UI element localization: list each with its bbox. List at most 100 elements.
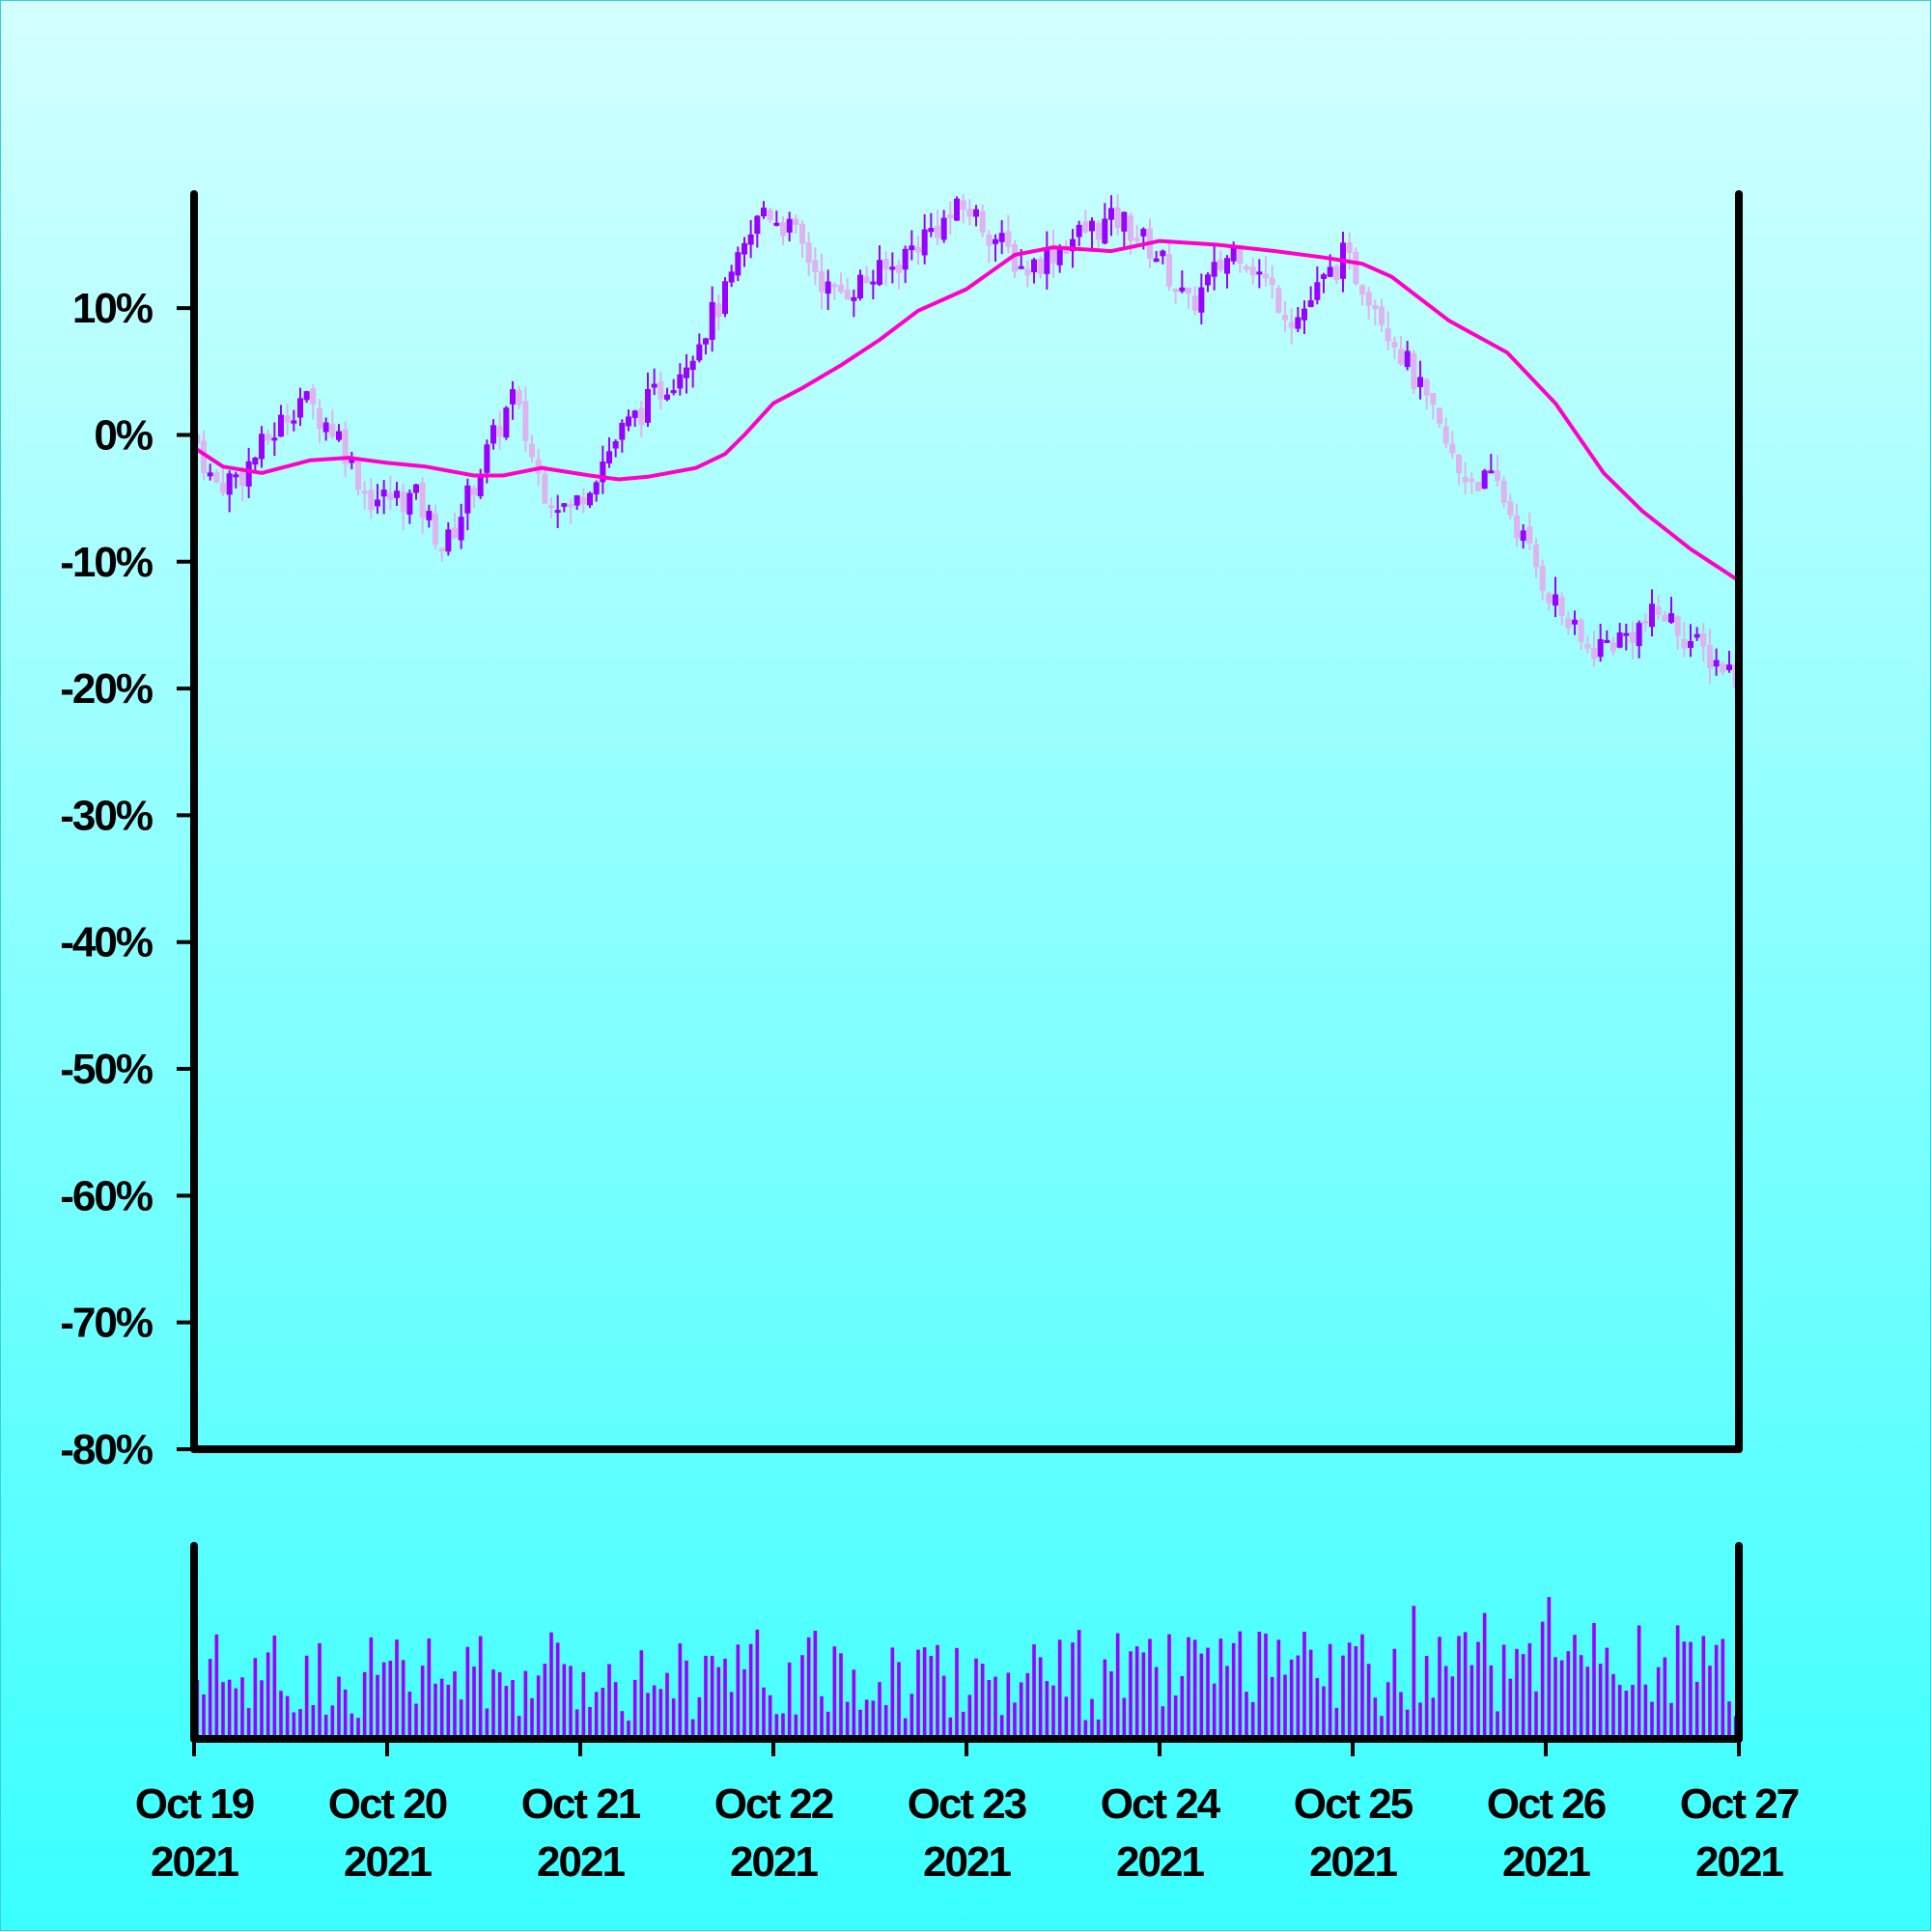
volume-bar	[1180, 1675, 1185, 1739]
volume-bar	[1308, 1649, 1313, 1739]
candle-body	[1520, 530, 1526, 542]
volume-bar	[929, 1656, 934, 1739]
volume-bar	[1418, 1702, 1422, 1739]
candle-body	[1526, 526, 1533, 544]
candle-body	[1160, 250, 1166, 257]
volume-bar	[376, 1674, 379, 1739]
volume-bar	[1373, 1697, 1378, 1739]
candle-body	[1623, 632, 1630, 636]
candle-body	[857, 274, 863, 298]
volume-bar	[497, 1671, 502, 1739]
candle-body	[1244, 266, 1249, 270]
candle-body	[1572, 619, 1578, 625]
volume-bar	[806, 1637, 811, 1739]
x-tick-label-date: Oct 25	[1294, 1780, 1413, 1828]
volume-bar	[543, 1664, 547, 1739]
x-tick-label-date: Oct 23	[908, 1780, 1026, 1828]
volume-bar	[369, 1637, 374, 1739]
volume-bar	[716, 1666, 721, 1739]
volume-bar	[665, 1672, 669, 1739]
volume-bar	[883, 1705, 888, 1739]
volume-bar	[1496, 1711, 1499, 1739]
volume-bar	[260, 1680, 264, 1739]
candle-body	[1327, 266, 1333, 277]
volume-bar	[1173, 1695, 1178, 1739]
candle-body	[1411, 353, 1417, 389]
volume-bar	[491, 1669, 495, 1739]
candle-body	[1442, 426, 1449, 444]
candle-body	[1321, 274, 1327, 279]
volume-bar	[279, 1691, 283, 1739]
candle-body	[471, 488, 477, 495]
candle-body	[703, 338, 709, 345]
candle-body	[645, 388, 651, 423]
candle-body	[921, 229, 928, 256]
volume-bar	[1598, 1664, 1603, 1739]
volume-bar	[1212, 1683, 1217, 1739]
x-tick-label-year: 2021	[1309, 1838, 1397, 1886]
candle-body	[993, 238, 998, 244]
candle-body	[1674, 616, 1681, 636]
axes: 10% 0% -10% -20% -30% -40% -50% -60% -70% -80% Oct…	[60, 190, 1801, 1886]
candle-body	[722, 281, 728, 315]
volume-bar	[304, 1655, 309, 1739]
volume-bar	[1566, 1651, 1571, 1739]
candle-body	[542, 473, 548, 504]
volume-bar	[1714, 1644, 1719, 1739]
candle-body	[1205, 274, 1211, 286]
x-tick-label-year: 2021	[1116, 1838, 1204, 1886]
candle-body	[1565, 617, 1572, 629]
candle-body	[310, 388, 317, 406]
x-tick-label-date: Oct 26	[1487, 1780, 1606, 1828]
volume-bar	[1559, 1660, 1564, 1739]
candle-body	[1108, 208, 1114, 220]
volume-bar	[530, 1697, 534, 1739]
volume-bar	[1547, 1597, 1552, 1739]
volume-bar	[1579, 1655, 1583, 1739]
volume-bar	[607, 1664, 611, 1739]
candle-body	[1346, 242, 1353, 254]
volume-bar	[1283, 1674, 1287, 1739]
candle-body	[1301, 308, 1307, 321]
candle-body	[1249, 266, 1256, 276]
candle-body	[477, 474, 484, 496]
volume-bar	[1637, 1625, 1641, 1739]
volume-bar	[1412, 1606, 1416, 1739]
volume-bar	[820, 1695, 824, 1739]
volume-bar	[1115, 1633, 1120, 1739]
candle-body	[696, 344, 703, 361]
candle-body	[600, 462, 606, 483]
candle-body	[728, 271, 735, 283]
volume-bar	[1264, 1633, 1268, 1739]
volume-bar	[1187, 1637, 1190, 1739]
volume-bar	[1476, 1641, 1480, 1739]
candle-body	[1275, 288, 1282, 313]
candle-body	[213, 472, 220, 483]
volume-bar	[266, 1652, 270, 1739]
candle-body	[1179, 287, 1186, 292]
volume-bar	[1501, 1644, 1506, 1739]
volume-bar	[574, 1709, 579, 1739]
candle-body	[1037, 258, 1044, 274]
volume-bar	[1721, 1638, 1725, 1739]
volume-bar	[362, 1671, 367, 1739]
volume-bar	[1250, 1701, 1255, 1739]
candle-body	[438, 547, 445, 551]
volume-bar	[1617, 1685, 1622, 1739]
volume-bar	[1663, 1657, 1667, 1739]
candle-body	[664, 394, 670, 400]
candle-body	[1558, 597, 1565, 617]
candle-body	[1005, 231, 1012, 247]
candle-body	[799, 223, 805, 244]
volume-bar	[903, 1718, 908, 1739]
volume-bar	[632, 1679, 637, 1739]
y-tick-label: -20%	[60, 665, 153, 713]
volume-bar	[594, 1692, 599, 1739]
candle-body	[638, 407, 645, 426]
y-tick-label: -70%	[60, 1300, 153, 1347]
volume-bar	[1708, 1666, 1712, 1739]
volume-bar	[620, 1711, 625, 1739]
candle-body	[902, 248, 909, 270]
candle-body	[361, 490, 368, 494]
candle-body	[1662, 615, 1668, 622]
